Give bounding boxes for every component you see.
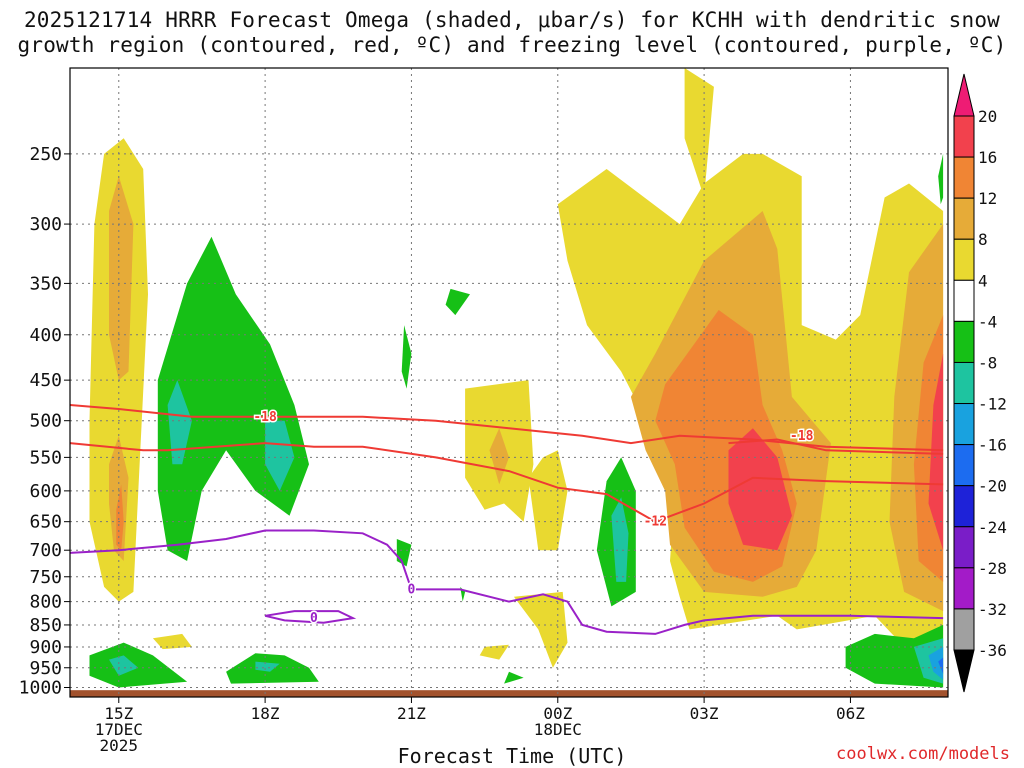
colorbar-swatch-8 [953, 444, 975, 487]
y-tick-label-250: 250 [29, 144, 62, 165]
x-tick-label-15Z-1: 17DEC [95, 720, 143, 739]
y-tick-label-350: 350 [29, 273, 62, 294]
omega-region-17 [513, 591, 568, 668]
isotherm-contour-label-2: -18 [790, 429, 814, 444]
omega-region-20 [265, 420, 295, 491]
omega-region-34 [928, 646, 944, 680]
x-tick-label-15Z-0: 15Z [104, 704, 133, 723]
y-tick-label-450: 450 [29, 370, 62, 391]
colorbar-label-12: -32 [978, 600, 1007, 619]
y-tick-label-600: 600 [29, 481, 62, 502]
colorbar-swatch-5 [953, 320, 975, 363]
y-tick-label-850: 850 [29, 615, 62, 636]
colorbar-label-4: 4 [978, 271, 988, 290]
y-tick-label-950: 950 [29, 658, 62, 679]
omega-region-24 [611, 497, 629, 582]
colorbar-swatch-1 [953, 156, 975, 199]
omega-region-18 [157, 236, 309, 561]
colorbar-label-9: -20 [978, 477, 1007, 496]
freezing-level-contour-label-1: 0 [310, 611, 318, 626]
colorbar-label-7: -12 [978, 395, 1007, 414]
colorbar-swatch-12 [953, 608, 975, 651]
colorbar-label-1: 16 [978, 148, 997, 167]
x-tick-label-15Z-2: 2025 [100, 736, 139, 755]
colorbar-label-13: -36 [978, 641, 1007, 660]
freezing-level-contour-label-0: 0 [408, 582, 416, 597]
chart-title-line-2: growth region (contoured, red, ºC) and f… [17, 33, 1007, 57]
colorbar-label-10: -24 [978, 518, 1007, 537]
colorbar-swatch-11 [953, 567, 975, 610]
isotherm-contour-1 [70, 442, 944, 523]
y-tick-label-900: 900 [29, 637, 62, 658]
colorbar-label-8: -16 [978, 436, 1007, 455]
omega-region-31 [504, 671, 524, 684]
chart-title-line-1: 2025121714 HRRR Forecast Omega (shaded, … [23, 8, 1001, 32]
isotherm-contour-0 [70, 404, 944, 452]
colorbar-label-6: -8 [978, 353, 997, 372]
y-tick-label-300: 300 [29, 214, 62, 235]
colorbar-label-3: 8 [978, 230, 988, 249]
colorbar-label-11: -28 [978, 559, 1007, 578]
x-axis-title: Forecast Time (UTC) [397, 744, 627, 768]
omega-region-16 [479, 644, 509, 660]
colorbar-swatch-0 [953, 115, 975, 158]
colorbar-swatch-7 [953, 403, 975, 446]
isotherm-contour-label-0: -18 [253, 410, 277, 425]
ground-surface [70, 690, 948, 697]
y-tick-label-750: 750 [29, 567, 62, 588]
freezing-level-contour-1 [264, 610, 357, 624]
omega-region-22 [445, 288, 470, 316]
omega-region-3 [116, 484, 124, 551]
colorbar-swatch-6 [953, 361, 975, 405]
omega-region-1 [109, 176, 134, 381]
colorbar-label-0: 20 [978, 107, 997, 126]
plot-frame [69, 67, 949, 698]
colorbar-swatch-4 [953, 279, 975, 322]
omega-region-21 [401, 325, 412, 389]
x-tick-label-03Z-0: 03Z [690, 704, 719, 723]
x-tick-label-06Z-0: 06Z [836, 704, 865, 723]
omega-region-19 [167, 380, 192, 465]
omega-region-32 [845, 624, 944, 688]
x-tick-label-21Z-0: 21Z [397, 704, 426, 723]
y-tick-label-650: 650 [29, 512, 62, 533]
x-tick-label-00Z-1: 18DEC [534, 720, 582, 739]
y-tick-label-1000: 1000 [19, 677, 62, 698]
omega-region-11 [728, 428, 792, 551]
omega-region-14 [928, 353, 944, 551]
colorbar-top-arrow [953, 73, 975, 117]
x-tick-label-00Z-0: 00Z [543, 704, 572, 723]
isotherm-contour-2 [728, 438, 944, 455]
omega-region-28 [109, 655, 139, 676]
colorbar-swatch-9 [953, 485, 975, 528]
colorbar-label-5: -4 [978, 312, 997, 331]
y-tick-label-500: 500 [29, 411, 62, 432]
colorbar-swatch-10 [953, 526, 975, 569]
omega-region-15 [152, 633, 192, 650]
y-tick-label-700: 700 [29, 540, 62, 561]
x-tick-label-18Z-0: 18Z [251, 704, 280, 723]
freezing-level-contour-0 [70, 529, 944, 635]
omega-region-27 [89, 642, 188, 688]
omega-region-35 [938, 657, 944, 674]
colorbar-swatch-3 [953, 238, 975, 281]
omega-region-7 [684, 68, 714, 198]
colorbar-swatch-2 [953, 197, 975, 240]
colorbar-bottom-arrow [953, 649, 975, 693]
y-tick-label-800: 800 [29, 592, 62, 613]
source-credit: coolwx.com/models [836, 744, 1010, 764]
omega-region-36 [938, 153, 944, 205]
y-tick-label-400: 400 [29, 325, 62, 346]
omega-region-30 [255, 661, 280, 672]
isotherm-contour-label-1: -12 [644, 515, 667, 530]
colorbar-label-2: 12 [978, 189, 997, 208]
y-tick-label-550: 550 [29, 447, 62, 468]
